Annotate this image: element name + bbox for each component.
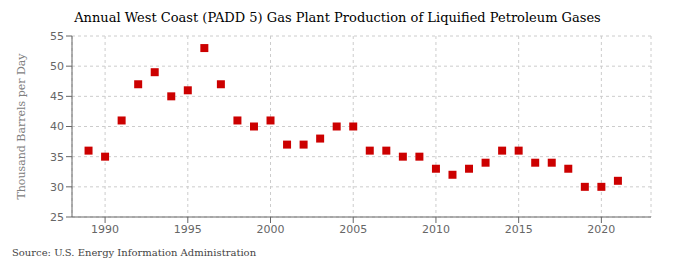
html-text:Source: U.S. Energy Informatio: Source: U.S. Energy Information Administ… — [12, 247, 257, 258]
svg-text:45: 45 — [50, 90, 64, 103]
svg-text:30: 30 — [50, 181, 64, 194]
svg-text:35: 35 — [50, 151, 64, 164]
svg-text:1995: 1995 — [174, 223, 202, 236]
svg-text:2005: 2005 — [339, 223, 367, 236]
svg-text:25: 25 — [50, 211, 64, 224]
svg-text:2020: 2020 — [587, 223, 615, 236]
svg-text:40: 40 — [50, 120, 64, 133]
svg-text:1990: 1990 — [91, 223, 119, 236]
svg-text:2010: 2010 — [422, 223, 450, 236]
html-text:Annual West Coast (PADD 5) Gas: Annual West Coast (PADD 5) Gas Plant Pro… — [74, 10, 601, 25]
svg-text:2000: 2000 — [257, 223, 285, 236]
svg-text:50: 50 — [50, 60, 64, 73]
svg-text:Thousand Barrels per Day: Thousand Barrels per Day — [15, 53, 28, 200]
svg-text:55: 55 — [50, 30, 64, 43]
svg-text:2015: 2015 — [505, 223, 533, 236]
